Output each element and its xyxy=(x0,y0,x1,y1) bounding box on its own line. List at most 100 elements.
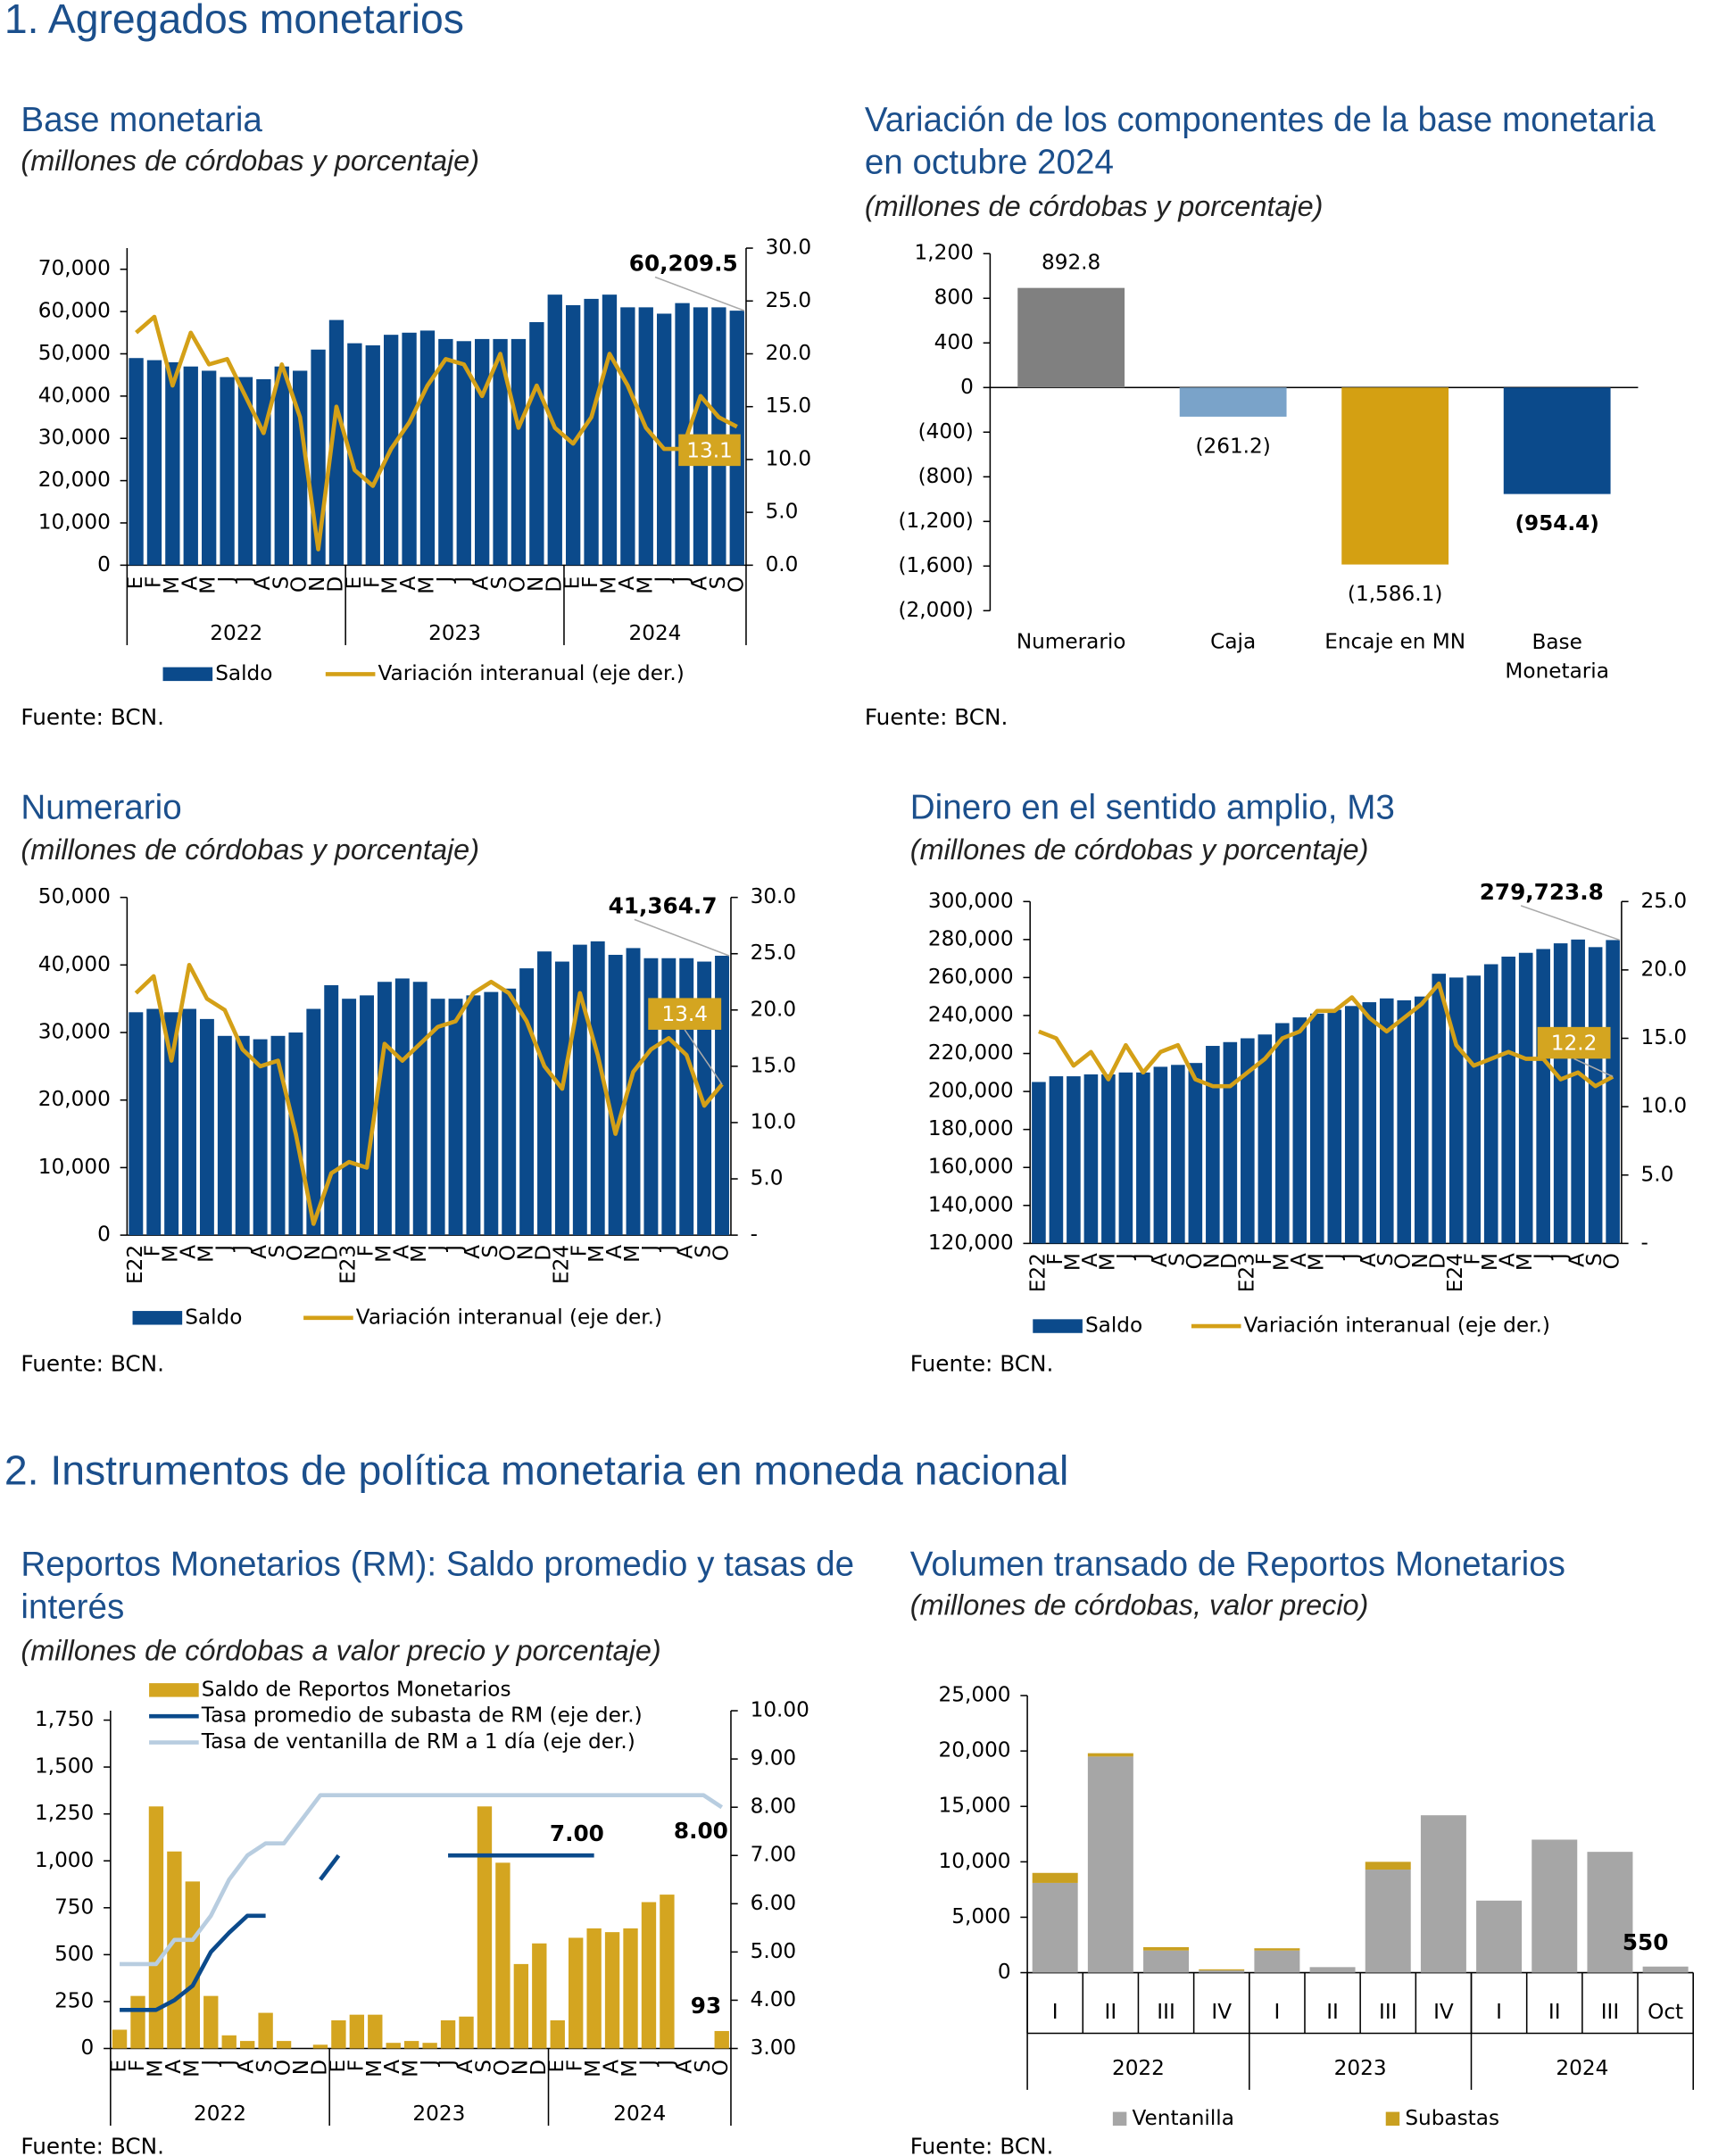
y2-tick-label: 15.0 xyxy=(751,1053,797,1077)
bar xyxy=(550,2019,565,2049)
x-tick-label: J xyxy=(229,1245,253,1253)
y-tick-label: (1,600) xyxy=(898,553,973,577)
bar xyxy=(623,1928,638,2049)
bar xyxy=(130,1995,145,2049)
x-tick-label: I xyxy=(1274,2000,1280,2024)
x-tick-label: J xyxy=(1322,1253,1346,1261)
bar xyxy=(422,2043,437,2049)
bar xyxy=(368,2014,383,2049)
x-tick-label: III xyxy=(1379,2000,1397,2024)
bar xyxy=(1588,947,1603,1244)
bar xyxy=(1275,1023,1290,1244)
legend-swatch xyxy=(1112,2111,1127,2127)
y-tick-label: 140,000 xyxy=(928,1192,1014,1216)
bar xyxy=(306,1008,321,1236)
bar xyxy=(438,338,453,566)
x-tick-label: J xyxy=(638,1245,662,1253)
x-tick-label: M xyxy=(585,1245,609,1263)
bar xyxy=(537,951,552,1236)
bar xyxy=(586,1928,602,2049)
x-tick-label: E xyxy=(123,576,147,590)
chart-source: Fuente: BCN. xyxy=(910,2134,1054,2156)
x-tick-label: A xyxy=(235,2060,259,2074)
x-tick-label: O xyxy=(1391,1253,1415,1269)
x-tick-label: Encaje en MN xyxy=(1324,629,1465,653)
y-tick-label: (800) xyxy=(918,464,974,488)
bar xyxy=(1503,387,1611,494)
x-tick-label: O xyxy=(710,1245,734,1261)
bar-segment xyxy=(1587,1852,1633,1973)
y2-tick-label: 10.0 xyxy=(1641,1094,1688,1118)
x-tick-label: M xyxy=(596,576,620,594)
y2-tick-label: 9.00 xyxy=(751,1746,797,1770)
x-tick-label: N xyxy=(301,1245,325,1260)
y-tick-label: 1,500 xyxy=(35,1754,94,1779)
y-tick-label: 15,000 xyxy=(939,1794,1011,1818)
x-tick-label: III xyxy=(1601,2000,1620,2024)
x-tick-label: Caja xyxy=(1210,629,1256,653)
line-series xyxy=(135,314,738,551)
bar xyxy=(1327,1009,1342,1244)
bar xyxy=(456,341,471,566)
bar xyxy=(448,999,463,1236)
x-tick-label: A xyxy=(453,2060,477,2074)
x-tick-label: S xyxy=(478,1245,502,1258)
y-tick-label: 1,000 xyxy=(35,1848,94,1872)
bar xyxy=(1083,1074,1099,1244)
legend-label: Tasa de ventanilla de RM a 1 día (eje de… xyxy=(201,1729,635,1754)
x-tick-label: M xyxy=(196,576,220,594)
bar xyxy=(402,332,417,566)
bar xyxy=(293,370,308,566)
bar xyxy=(620,307,635,566)
bar-segment xyxy=(1476,1900,1523,1973)
group-label: 2024 xyxy=(613,2102,666,2126)
bar xyxy=(675,303,690,566)
chart-title-box: Reportos Monetarios (RM): Saldo promedio… xyxy=(21,1546,854,1627)
y2-tick-label: 6.00 xyxy=(751,1891,797,1915)
x-tick-label: A xyxy=(389,1245,413,1259)
bar xyxy=(237,377,253,566)
bar-segment xyxy=(1032,1872,1078,1883)
y-tick-label: 50,000 xyxy=(38,884,111,908)
x-tick-label: S xyxy=(471,2060,495,2073)
chart-title: Numerario xyxy=(21,788,182,827)
x-tick-label: M xyxy=(179,2060,203,2077)
bar xyxy=(258,2012,273,2049)
x-tick-label: A xyxy=(1565,1253,1590,1267)
bar xyxy=(1362,1002,1377,1244)
label-leader xyxy=(1573,1057,1614,1078)
label-leader xyxy=(634,918,730,957)
line-series xyxy=(120,1793,724,1967)
x-tick-label: A xyxy=(1078,1253,1102,1267)
x-tick-label: S xyxy=(265,1245,289,1258)
bar xyxy=(529,321,544,566)
x-tick-label: A xyxy=(672,2060,696,2074)
bar-segment xyxy=(1032,1882,1078,1973)
bar xyxy=(349,2014,365,2049)
bar xyxy=(1188,1063,1203,1244)
bar xyxy=(715,956,729,1236)
y-tick-label: 40,000 xyxy=(38,383,111,407)
legend-label: Tasa promedio de subasta de RM (eje der.… xyxy=(201,1704,643,1728)
bar xyxy=(274,366,289,566)
bar xyxy=(519,968,535,1236)
bar xyxy=(377,982,392,1236)
value-label: 93 xyxy=(691,1993,721,2019)
bar-segment xyxy=(1254,1948,1300,1951)
bar xyxy=(129,358,144,566)
x-tick-label: J xyxy=(436,2060,460,2068)
value-label: (261.2) xyxy=(1195,434,1270,458)
x-tick-label: E22 xyxy=(1025,1253,1050,1292)
x-tick-label: J xyxy=(1339,1253,1363,1261)
line-series xyxy=(1038,981,1615,1089)
x-tick-label: M xyxy=(1478,1253,1502,1271)
x-tick-label: D xyxy=(527,2060,551,2076)
bar-segment xyxy=(1532,1839,1578,1973)
x-tick-label: O xyxy=(1600,1253,1624,1269)
x-tick-label: J xyxy=(216,2060,240,2068)
x-tick-label: O xyxy=(1183,1253,1207,1269)
x-tick-label: D xyxy=(1426,1253,1450,1269)
chart-subtitle: (millones de córdobas y porcentaje) xyxy=(910,833,1369,866)
y2-tick-label: 10.0 xyxy=(766,446,812,470)
y2-tick-label: - xyxy=(751,1223,758,1247)
